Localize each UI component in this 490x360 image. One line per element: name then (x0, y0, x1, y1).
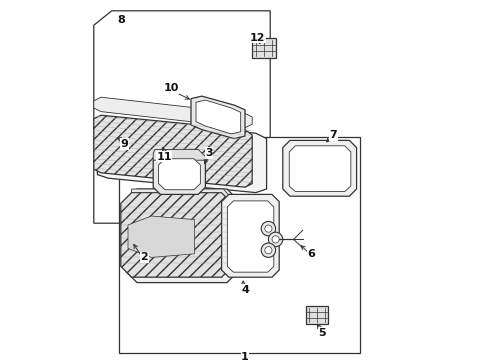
Text: 4: 4 (241, 285, 249, 295)
Circle shape (265, 247, 272, 254)
Polygon shape (191, 96, 245, 139)
Polygon shape (94, 115, 252, 187)
Text: 10: 10 (164, 83, 179, 93)
Circle shape (265, 225, 272, 232)
Polygon shape (128, 216, 195, 257)
Polygon shape (252, 38, 275, 58)
Text: 11: 11 (156, 152, 172, 162)
Circle shape (261, 221, 275, 236)
Polygon shape (196, 100, 241, 134)
Circle shape (272, 236, 279, 243)
Polygon shape (126, 189, 238, 283)
Polygon shape (153, 153, 205, 194)
Polygon shape (119, 137, 360, 353)
Polygon shape (94, 97, 252, 128)
Text: 2: 2 (140, 252, 148, 262)
Polygon shape (121, 193, 232, 277)
Polygon shape (289, 146, 351, 192)
Text: 5: 5 (318, 328, 326, 338)
Circle shape (261, 243, 275, 257)
Text: 12: 12 (250, 33, 266, 43)
Text: 6: 6 (308, 249, 316, 259)
Text: 1: 1 (241, 352, 249, 360)
Circle shape (269, 232, 283, 247)
Text: 9: 9 (121, 139, 128, 149)
Polygon shape (132, 189, 234, 203)
Polygon shape (159, 159, 200, 190)
Polygon shape (306, 306, 328, 324)
Polygon shape (227, 201, 274, 272)
Polygon shape (94, 11, 270, 223)
Text: 7: 7 (329, 130, 337, 140)
Polygon shape (98, 119, 267, 193)
Polygon shape (153, 149, 205, 160)
Text: 8: 8 (117, 15, 124, 25)
Text: 3: 3 (205, 148, 213, 158)
Polygon shape (283, 140, 357, 196)
Polygon shape (221, 194, 279, 277)
